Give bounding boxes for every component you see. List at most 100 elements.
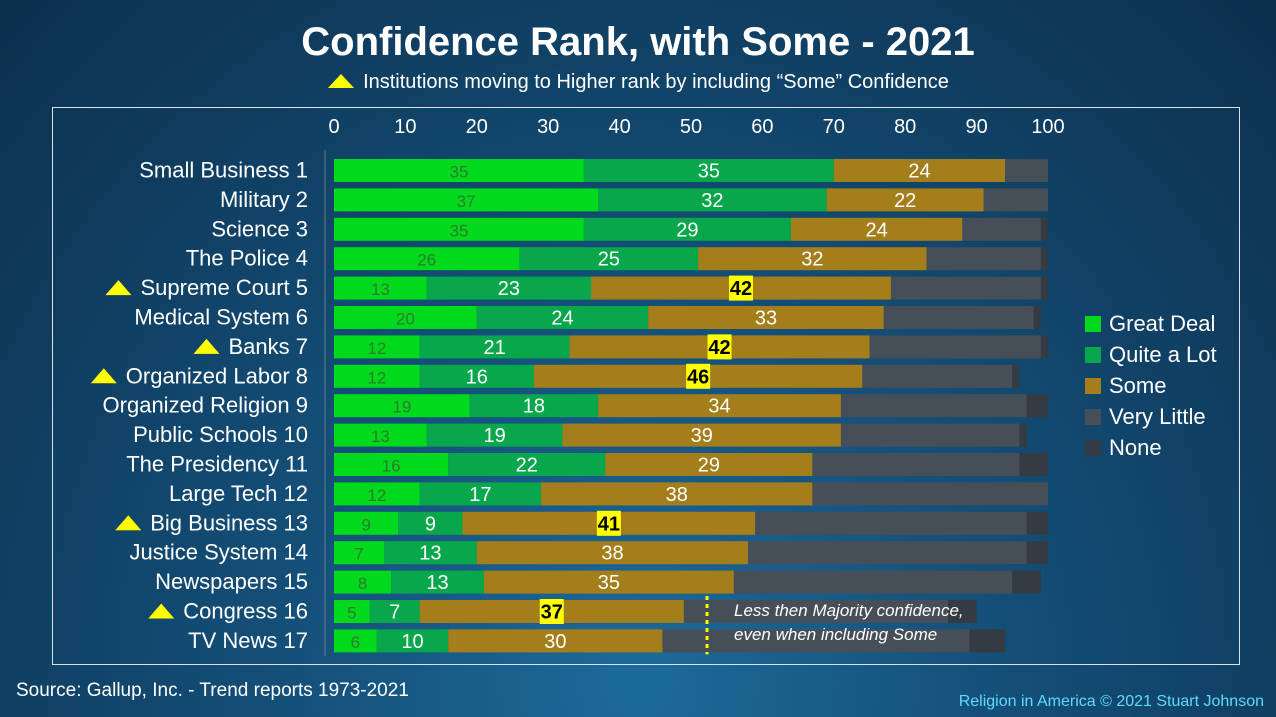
data-label: 29 xyxy=(698,455,720,477)
legend-label: Very Little xyxy=(1109,403,1206,429)
data-label: 46 xyxy=(687,366,709,388)
category-label: Big Business 13 xyxy=(150,510,308,535)
data-label: 41 xyxy=(598,513,620,535)
bar-segment-very-little xyxy=(748,541,1027,565)
data-label: 21 xyxy=(484,337,506,359)
category-label: Military 2 xyxy=(220,187,308,212)
majority-note-line-1: Less then Majority confidence, xyxy=(734,601,964,620)
bar-segment-none xyxy=(1040,247,1048,271)
bar-segment-quite-a-lot xyxy=(476,306,649,329)
data-label: 24 xyxy=(908,161,930,183)
bar-segment-some xyxy=(476,541,749,565)
data-label: 35 xyxy=(598,572,620,594)
category-label: TV News 17 xyxy=(188,628,308,653)
data-label: 35 xyxy=(698,161,720,183)
legend-swatch xyxy=(1085,377,1101,394)
bar-segment-quite-a-lot xyxy=(448,453,606,476)
data-label: 19 xyxy=(484,425,506,447)
legend-label: Quite a Lot xyxy=(1109,341,1217,367)
some-highlight-box xyxy=(596,510,621,536)
x-tick-label: 80 xyxy=(894,116,916,138)
moved-higher-triangle-icon xyxy=(193,338,220,354)
bar-segment-great-deal xyxy=(334,511,399,535)
data-label: 22 xyxy=(894,190,916,212)
x-tick-label: 70 xyxy=(823,116,845,138)
data-label: 10 xyxy=(401,631,423,653)
bar-segment-great-deal xyxy=(334,482,420,506)
bar-segment-quite-a-lot xyxy=(376,629,449,653)
moved-higher-triangle-icon xyxy=(148,603,175,619)
bar-segment-very-little xyxy=(812,482,1048,506)
x-tick-label: 0 xyxy=(328,116,339,138)
bar-segment-quite-a-lot xyxy=(598,188,827,212)
majority-note: Less then Majority confidence, even when… xyxy=(734,599,964,647)
data-label: 25 xyxy=(598,249,620,271)
category-label: Newspapers 15 xyxy=(155,569,308,594)
legend-swatch xyxy=(1085,439,1101,456)
data-label: 30 xyxy=(544,631,566,653)
bar-segment-some xyxy=(833,159,1006,182)
bar-segment-very-little xyxy=(869,335,1041,359)
moved-higher-triangle-icon xyxy=(90,368,117,384)
bar-segment-very-little xyxy=(840,394,1027,418)
data-label: 35 xyxy=(449,163,468,182)
category-label: Science 3 xyxy=(211,216,308,241)
chart-frame xyxy=(52,107,1240,665)
data-label: 12 xyxy=(367,368,386,387)
bar-segment-quite-a-lot xyxy=(398,511,463,535)
data-label: 26 xyxy=(417,251,436,270)
data-label: 12 xyxy=(367,339,386,358)
bar-segment-none xyxy=(1040,335,1048,359)
majority-note-line-2: even when including Some xyxy=(734,625,938,644)
some-highlight-box xyxy=(728,275,753,301)
data-label: 39 xyxy=(691,425,713,447)
category-label: Public Schools 10 xyxy=(133,422,308,447)
bar-segment-none xyxy=(969,629,1006,653)
bar-segment-none xyxy=(1019,453,1048,476)
bar-segment-great-deal xyxy=(334,364,420,388)
data-label: 34 xyxy=(708,396,730,418)
bar-segment-none xyxy=(1040,217,1048,241)
bar-segment-some xyxy=(605,453,813,476)
data-label: 5 xyxy=(347,604,356,623)
subtitle-text: Institutions moving to Higher rank by in… xyxy=(363,71,949,93)
data-label: 19 xyxy=(392,398,411,417)
category-label: Medical System 6 xyxy=(134,305,308,330)
bar-segment-very-little xyxy=(840,423,1020,447)
data-label: 29 xyxy=(676,219,698,241)
data-label: 7 xyxy=(389,602,400,624)
chart-title: Confidence Rank, with Some - 2021 xyxy=(301,20,975,64)
triangle-marker-icon xyxy=(328,74,355,88)
bar-segment-great-deal xyxy=(334,423,427,447)
x-tick-label: 90 xyxy=(965,116,987,138)
bar-segment-none xyxy=(1026,394,1048,418)
bar-segment-great-deal xyxy=(334,335,420,359)
bar-segment-quite-a-lot xyxy=(426,423,563,447)
legend-item: None xyxy=(1085,432,1217,463)
bar-segment-quite-a-lot xyxy=(369,600,420,623)
bar-segment-quite-a-lot xyxy=(583,159,834,182)
data-label: 42 xyxy=(708,337,730,359)
bar-segment-very-little xyxy=(883,306,1034,329)
data-label: 42 xyxy=(730,278,752,300)
legend-label: Some xyxy=(1109,372,1167,398)
x-tick-label: 10 xyxy=(394,116,416,138)
data-label: 23 xyxy=(498,278,520,300)
category-label: Congress 16 xyxy=(183,599,308,624)
category-label: Justice System 14 xyxy=(129,540,308,565)
bar-segment-some xyxy=(448,629,663,653)
bar-segment-quite-a-lot xyxy=(419,335,570,359)
data-label: 22 xyxy=(516,455,538,477)
bar-segment-quite-a-lot xyxy=(426,276,592,300)
legend-label: Great Deal xyxy=(1109,310,1216,336)
data-label: 37 xyxy=(457,192,476,211)
bar-segment-some xyxy=(541,482,813,506)
bar-segment-very-little xyxy=(1005,159,1048,182)
source-text: Source: Gallup, Inc. - Trend reports 197… xyxy=(16,680,409,701)
some-highlight-box xyxy=(707,334,732,360)
bar-segment-great-deal xyxy=(334,541,384,565)
category-label: Small Business 1 xyxy=(139,158,308,183)
category-label: Organized Religion 9 xyxy=(103,393,308,418)
legend-swatch xyxy=(1085,346,1101,363)
